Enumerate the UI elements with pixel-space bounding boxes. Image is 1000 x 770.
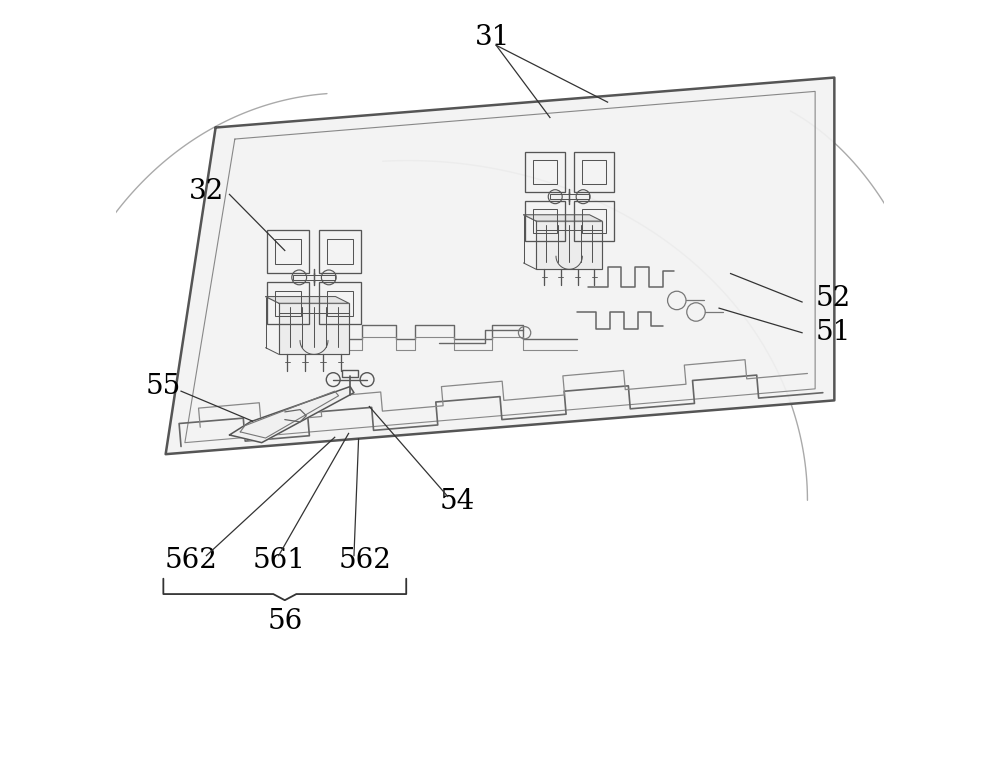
Bar	[342, 370, 358, 377]
Bar	[319, 282, 361, 324]
Bar	[533, 209, 557, 233]
Text: 561: 561	[252, 547, 305, 574]
Bar	[550, 194, 589, 199]
Text: 56: 56	[267, 608, 302, 635]
Text: 31: 31	[475, 24, 510, 51]
Bar	[275, 239, 301, 264]
Bar	[574, 201, 614, 241]
Bar	[582, 209, 606, 233]
Text: 562: 562	[339, 547, 392, 574]
Polygon shape	[229, 387, 354, 443]
Bar	[267, 282, 309, 324]
Text: 562: 562	[165, 547, 217, 574]
Bar	[319, 230, 361, 273]
Text: 32: 32	[189, 178, 224, 205]
Polygon shape	[266, 296, 349, 303]
Bar	[525, 201, 565, 241]
Text: 55: 55	[146, 373, 181, 400]
Bar	[525, 152, 565, 192]
Polygon shape	[524, 215, 602, 221]
Bar	[327, 239, 353, 264]
Text: 54: 54	[440, 488, 475, 515]
Bar	[536, 221, 602, 270]
Bar	[275, 290, 301, 316]
Bar	[279, 303, 349, 354]
Bar	[582, 160, 606, 184]
Bar	[574, 152, 614, 192]
Bar	[533, 160, 557, 184]
Polygon shape	[166, 78, 834, 454]
Bar	[267, 230, 309, 273]
Bar	[293, 275, 335, 280]
Bar	[327, 290, 353, 316]
Text: 51: 51	[815, 320, 851, 347]
Text: 52: 52	[815, 286, 850, 313]
